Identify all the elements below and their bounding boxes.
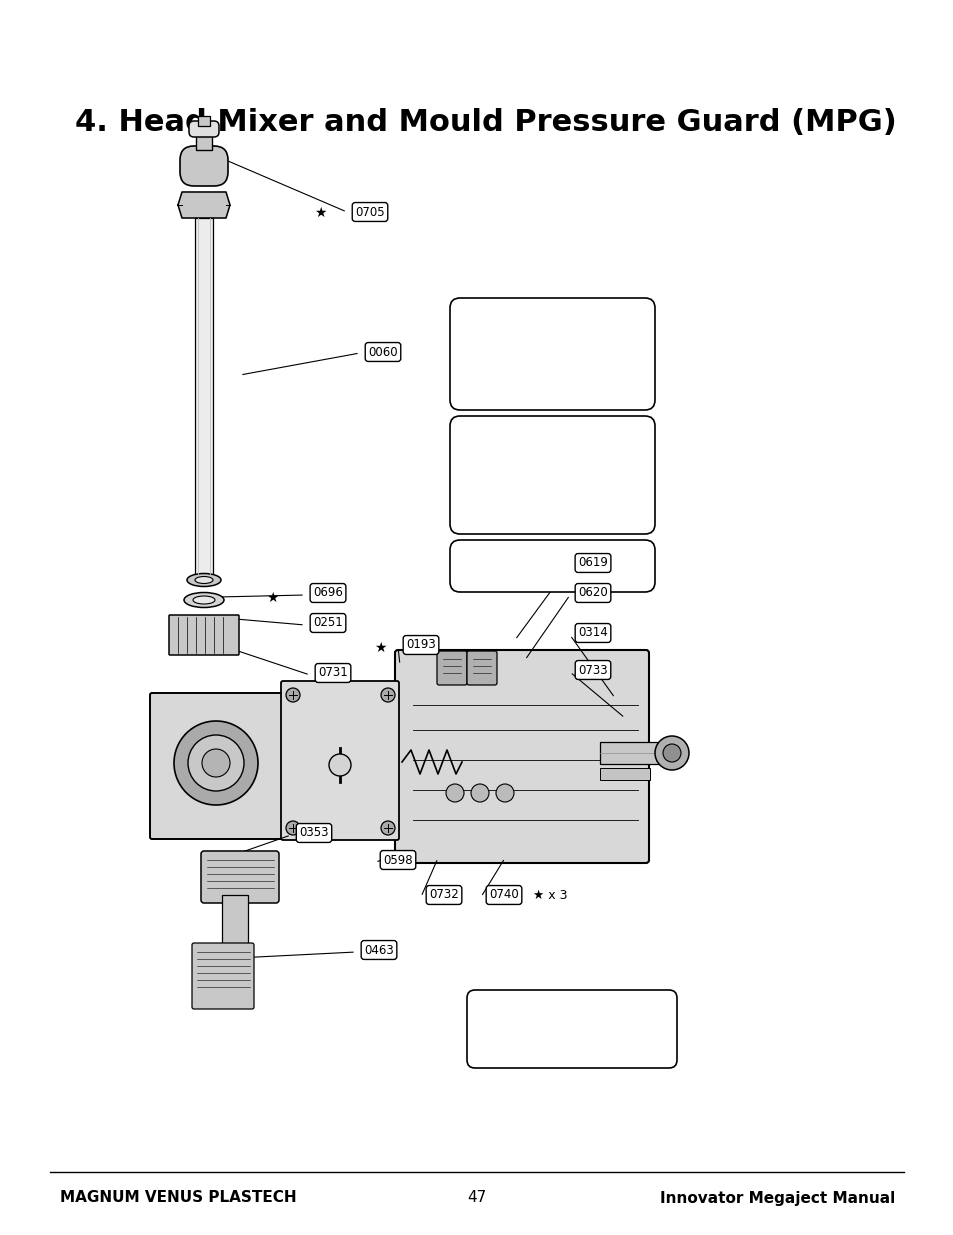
- FancyBboxPatch shape: [467, 651, 497, 685]
- Text: 0619: 0619: [578, 557, 607, 569]
- Text: Drawing No: Drawing No: [461, 430, 576, 450]
- Text: SSB: SSB: [461, 312, 489, 326]
- Bar: [222, 895, 248, 947]
- Ellipse shape: [187, 573, 221, 587]
- Bar: [198, 116, 210, 126]
- Text: MAGNUM VENUS PLASTECH: MAGNUM VENUS PLASTECH: [60, 1191, 296, 1205]
- Ellipse shape: [194, 577, 213, 583]
- Text: ★: ★: [314, 206, 326, 220]
- Text: ★: ★: [374, 641, 386, 655]
- Circle shape: [380, 688, 395, 701]
- Circle shape: [173, 721, 257, 805]
- FancyBboxPatch shape: [201, 851, 278, 903]
- FancyBboxPatch shape: [169, 615, 239, 655]
- Circle shape: [496, 784, 514, 802]
- Text: ★  Recommended Spare
    part: ★ Recommended Spare part: [459, 552, 613, 580]
- Text: 47: 47: [467, 1191, 486, 1205]
- Circle shape: [286, 821, 299, 835]
- Circle shape: [188, 735, 244, 790]
- Circle shape: [446, 784, 463, 802]
- Text: 0733: 0733: [578, 663, 607, 677]
- FancyBboxPatch shape: [467, 990, 677, 1068]
- FancyBboxPatch shape: [450, 298, 655, 410]
- FancyBboxPatch shape: [180, 146, 228, 186]
- Ellipse shape: [193, 597, 214, 604]
- Circle shape: [662, 743, 680, 762]
- Text: 0193: 0193: [406, 638, 436, 652]
- Text: Innovator Megaject Manual: Innovator Megaject Manual: [659, 1191, 894, 1205]
- FancyBboxPatch shape: [436, 651, 467, 685]
- Bar: [195, 132, 212, 149]
- Text: 0740: 0740: [489, 888, 518, 902]
- FancyBboxPatch shape: [281, 680, 398, 840]
- FancyBboxPatch shape: [450, 416, 655, 534]
- Text: 0598: 0598: [383, 853, 413, 867]
- Bar: [599, 768, 649, 781]
- Text: 0732: 0732: [429, 888, 458, 902]
- FancyBboxPatch shape: [450, 540, 655, 592]
- Bar: [599, 742, 667, 764]
- Text: ★: ★: [266, 592, 278, 605]
- Circle shape: [471, 784, 489, 802]
- Circle shape: [286, 688, 299, 701]
- Text: 0696: 0696: [313, 587, 342, 599]
- Text: ★ x 3: ★ x 3: [533, 888, 567, 902]
- Text: 22441-1: 22441-1: [461, 456, 532, 471]
- Text: 0314: 0314: [578, 626, 607, 640]
- FancyBboxPatch shape: [192, 944, 253, 1009]
- Circle shape: [655, 736, 688, 769]
- Text: 0251: 0251: [313, 616, 342, 630]
- Text: 0463: 0463: [364, 944, 394, 956]
- Circle shape: [329, 755, 351, 776]
- Text: drawn arh   issue 1: drawn arh issue 1: [461, 478, 581, 492]
- Circle shape: [202, 748, 230, 777]
- FancyBboxPatch shape: [150, 693, 282, 839]
- Text: 0731: 0731: [317, 667, 348, 679]
- Text: 0060: 0060: [368, 346, 397, 358]
- Bar: [194, 219, 213, 578]
- Polygon shape: [178, 191, 230, 219]
- Text: 4. Head Mixer and Mould Pressure Guard (MPG): 4. Head Mixer and Mould Pressure Guard (…: [75, 107, 896, 137]
- Text: 0620: 0620: [578, 587, 607, 599]
- Ellipse shape: [184, 593, 224, 608]
- FancyBboxPatch shape: [395, 650, 648, 863]
- FancyBboxPatch shape: [189, 121, 219, 137]
- Circle shape: [380, 821, 395, 835]
- Text: Note it is normal for air to
leak from this point during
machine use: Note it is normal for air to leak from t…: [475, 1000, 632, 1044]
- Text: 0353: 0353: [299, 826, 329, 840]
- Text: 0705: 0705: [355, 205, 384, 219]
- Text: Mixer and MPG
assembly: Mixer and MPG assembly: [461, 329, 607, 369]
